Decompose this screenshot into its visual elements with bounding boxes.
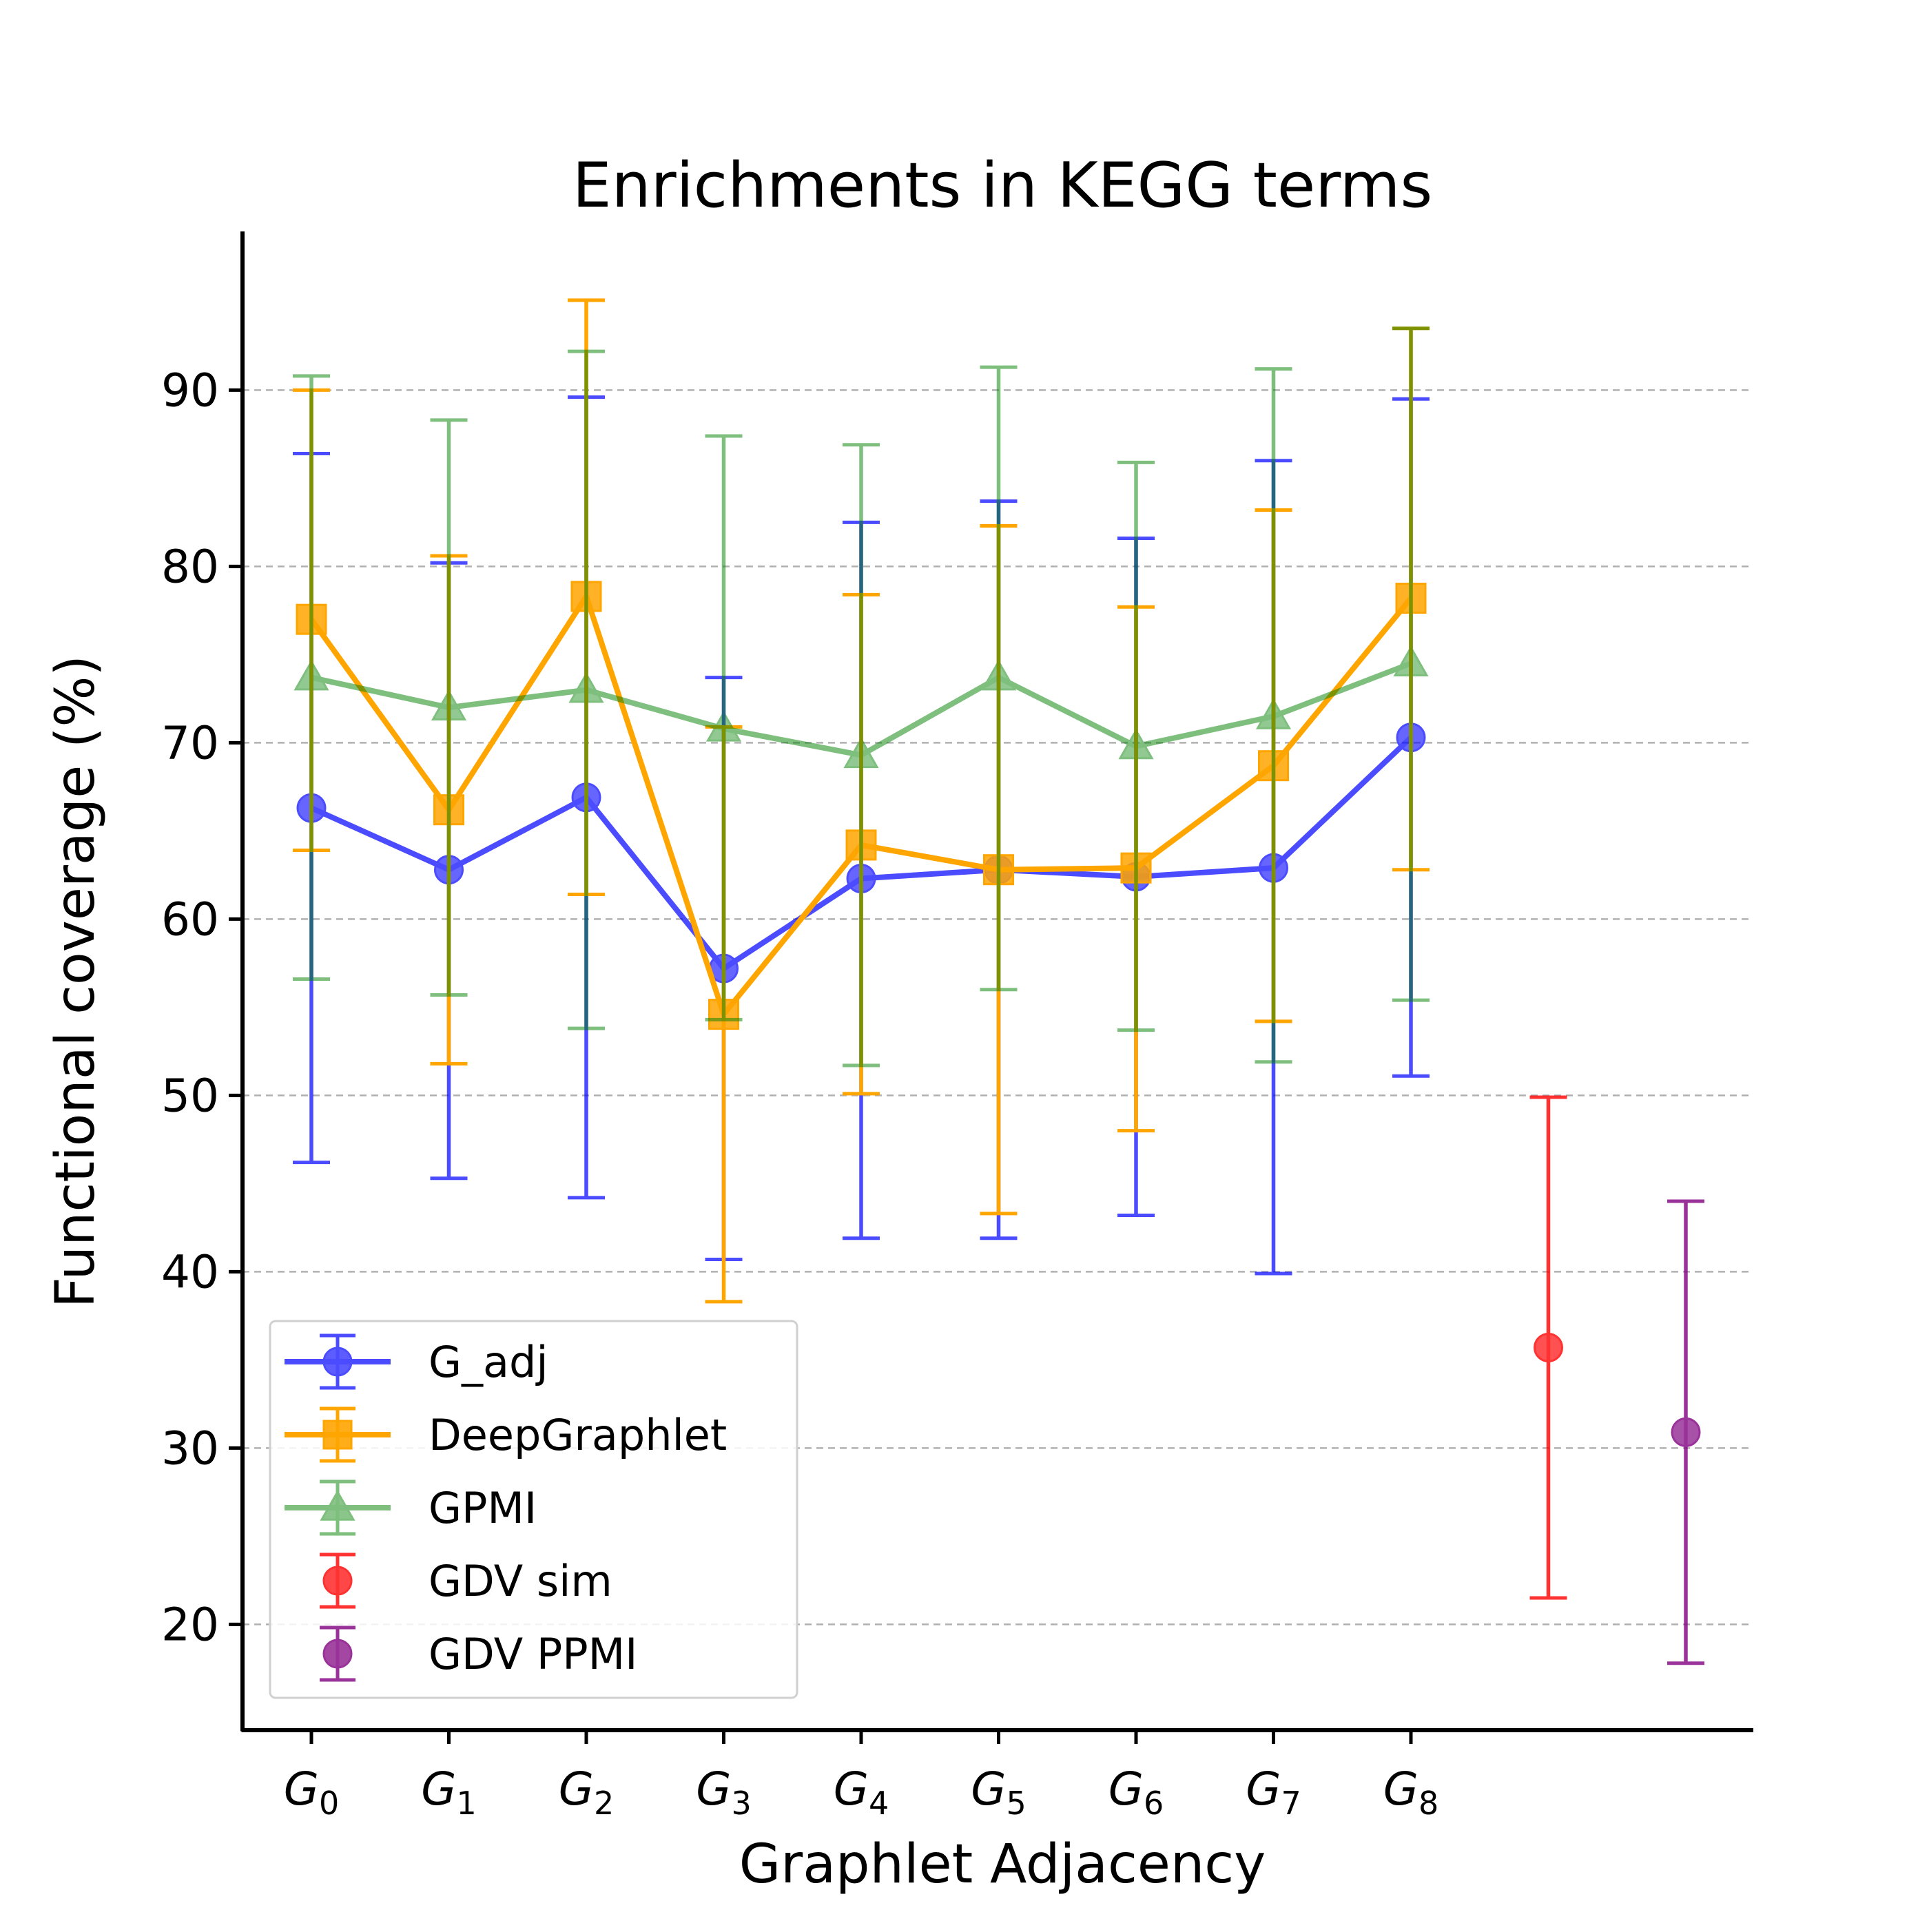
legend-label: GDV PPMI: [429, 1629, 637, 1679]
legend-marker: [322, 1566, 353, 1596]
legend-box: [269, 1320, 798, 1699]
series-line: [311, 661, 1412, 758]
x-tick-label-subscript: 6: [1144, 1785, 1164, 1822]
x-tick-label-base: G: [834, 1763, 869, 1816]
legend-label: GDV sim: [429, 1556, 612, 1606]
x-tick-label: G5: [971, 1763, 1026, 1822]
x-tick-label-subscript: 4: [869, 1785, 889, 1822]
x-tick-label-subscript: 8: [1419, 1785, 1438, 1822]
y-tick-label: 60: [161, 893, 219, 946]
x-tick-label: G0: [284, 1763, 339, 1822]
x-tick-label: G4: [834, 1763, 889, 1822]
data-point: [293, 659, 329, 691]
legend-label: DeepGraphlet: [429, 1410, 727, 1460]
x-tick-label-base: G: [284, 1763, 319, 1816]
chart-title: Enrichments in KEGG terms: [572, 149, 1433, 222]
legend-item: [285, 1406, 391, 1463]
x-tick-label-base: G: [1108, 1763, 1144, 1816]
x-tick-label-base: G: [421, 1763, 456, 1816]
x-tick-label-base: G: [1383, 1763, 1419, 1816]
y-tick-label: 30: [161, 1422, 219, 1475]
x-tick-label: G3: [696, 1763, 751, 1822]
y-tick-label: 90: [161, 364, 219, 417]
x-tick-label-subscript: 0: [319, 1785, 339, 1822]
x-tick-label: G2: [559, 1763, 614, 1822]
legend-item: [320, 1625, 355, 1682]
x-tick-label-base: G: [559, 1763, 594, 1816]
x-tick-label: G7: [1246, 1763, 1301, 1822]
legend-marker: [322, 1347, 353, 1377]
y-tick-label: 80: [161, 540, 219, 593]
y-tick-label: 70: [161, 716, 219, 769]
legend-marker: [320, 1489, 355, 1521]
x-tick-label-subscript: 7: [1281, 1785, 1301, 1822]
data-point: [1393, 645, 1429, 676]
legend-label: GPMI: [429, 1483, 537, 1533]
series-gdv-sim: [1529, 1095, 1567, 1600]
legend-item: [320, 1552, 355, 1609]
x-axis-label: Graphlet Adjacency: [739, 1834, 1266, 1895]
data-point: [980, 659, 1017, 691]
data-point: [705, 710, 742, 742]
legend-item: [285, 1333, 391, 1390]
data-point: [1255, 698, 1292, 729]
series-gdv-ppmi: [1667, 1199, 1704, 1665]
data-point: [1671, 1417, 1701, 1447]
legend-item: [285, 1479, 391, 1536]
y-tick-label: 40: [161, 1245, 219, 1298]
series-gpmi: [293, 326, 1430, 1068]
y-tick-label: 50: [161, 1069, 219, 1122]
data-point: [431, 689, 467, 720]
x-tick-label-base: G: [696, 1763, 731, 1816]
x-tick-label-subscript: 5: [1006, 1785, 1026, 1822]
legend-marker: [322, 1420, 353, 1450]
x-tick-label-subscript: 2: [594, 1785, 614, 1822]
y-axis-label: Functional coverage (%): [45, 655, 107, 1308]
x-tick-label: G8: [1383, 1763, 1438, 1822]
legend: G_adj DeepGraphlet GPMI GDV sim GDV PPMI: [269, 1320, 798, 1699]
y-tick-label: 20: [161, 1598, 219, 1651]
x-tick-label-base: G: [1246, 1763, 1281, 1816]
legend-marker: [322, 1639, 353, 1669]
x-tick-label-base: G: [971, 1763, 1006, 1816]
x-tick-label-subscript: 1: [456, 1785, 476, 1822]
legend-label: G_adj: [429, 1337, 548, 1387]
data-point: [568, 672, 604, 703]
data-point: [1118, 728, 1154, 760]
data-point: [1534, 1332, 1563, 1362]
x-tick-label: G6: [1108, 1763, 1164, 1822]
x-tick-label: G1: [421, 1763, 476, 1822]
data-point: [843, 737, 879, 769]
x-tick-label-subscript: 3: [731, 1785, 751, 1822]
